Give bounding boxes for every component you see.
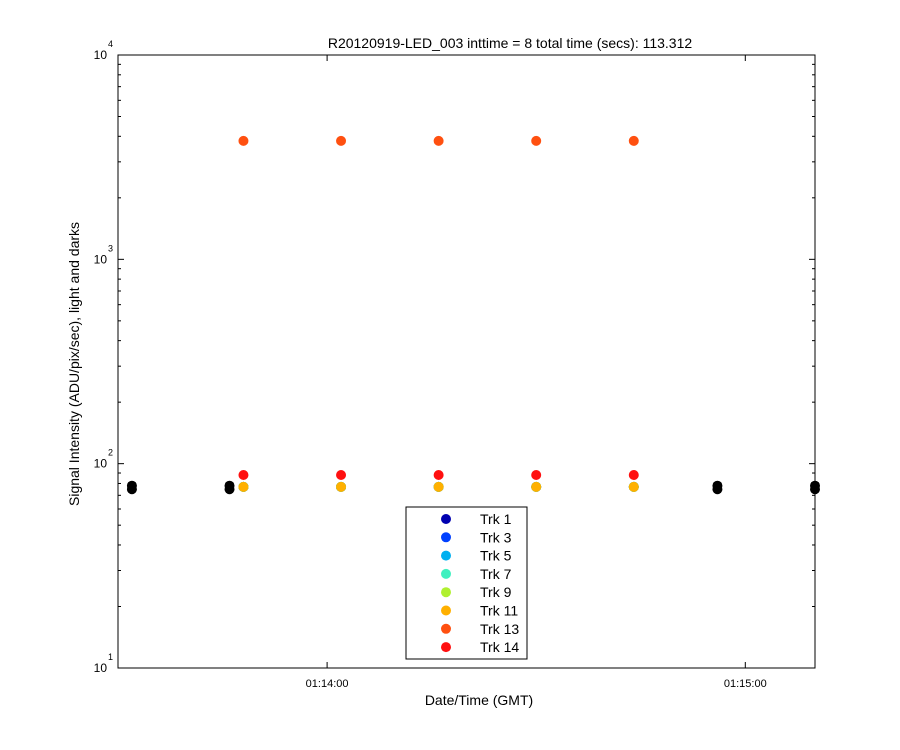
series-point [336,135,347,146]
y-tick-exponent: 1 [108,652,113,662]
legend-label: Trk 5 [480,548,512,564]
series-point [628,470,639,481]
series-point [531,481,542,492]
legend-label: Trk 14 [480,639,519,655]
series-point [531,135,542,146]
legend-marker [441,532,451,543]
series-point [336,470,347,481]
x-axis-label: Date/Time (GMT) [425,692,533,708]
y-tick-exponent: 4 [108,39,113,49]
y-tick-label: 10 [94,661,108,675]
legend-label: Trk 7 [480,566,512,582]
series-point [628,135,639,146]
series-point [433,481,444,492]
chart-title: R20120919-LED_003 inttime = 8 total time… [328,35,693,51]
plot-frame [117,54,816,669]
series-point [238,135,249,146]
y-tick-label: 10 [94,252,108,266]
dark-point [712,480,723,491]
legend-marker [441,587,451,598]
legend-marker [441,605,451,616]
legend-label: Trk 9 [480,584,512,600]
x-tick-label: 01:15:00 [724,678,767,690]
series-point [238,481,249,492]
legend-marker [441,550,451,561]
x-tick-label: 01:14:00 [306,678,349,690]
y-tick-exponent: 3 [108,243,113,253]
y-axis-label: Signal Intensity (ADU/pix/sec), light an… [66,222,82,506]
legend-label: Trk 3 [480,529,512,545]
legend-box [405,506,528,660]
legend-label: Trk 13 [480,621,519,637]
data-points [126,135,820,495]
dark-point [126,480,137,491]
series-point [433,135,444,146]
dark-point [224,480,235,491]
legend-marker [441,568,451,579]
legend-label: Trk 11 [480,603,518,619]
y-tick-label: 10 [94,48,108,62]
legend-marker [441,514,451,524]
series-point [531,470,542,481]
legend-marker [441,623,451,634]
legend: Trk 1 Trk 3 Trk 5 Trk 7 Trk 9 Trk 11 Trk 13 Trk… [405,506,528,660]
series-point [433,470,444,481]
series-point [336,481,347,492]
y-tick-exponent: 2 [108,448,113,458]
legend-label: Trk 1 [480,511,512,527]
series-point [238,470,249,481]
legend-marker [441,642,451,653]
series-point [628,481,639,492]
y-tick-label: 10 [94,457,108,471]
